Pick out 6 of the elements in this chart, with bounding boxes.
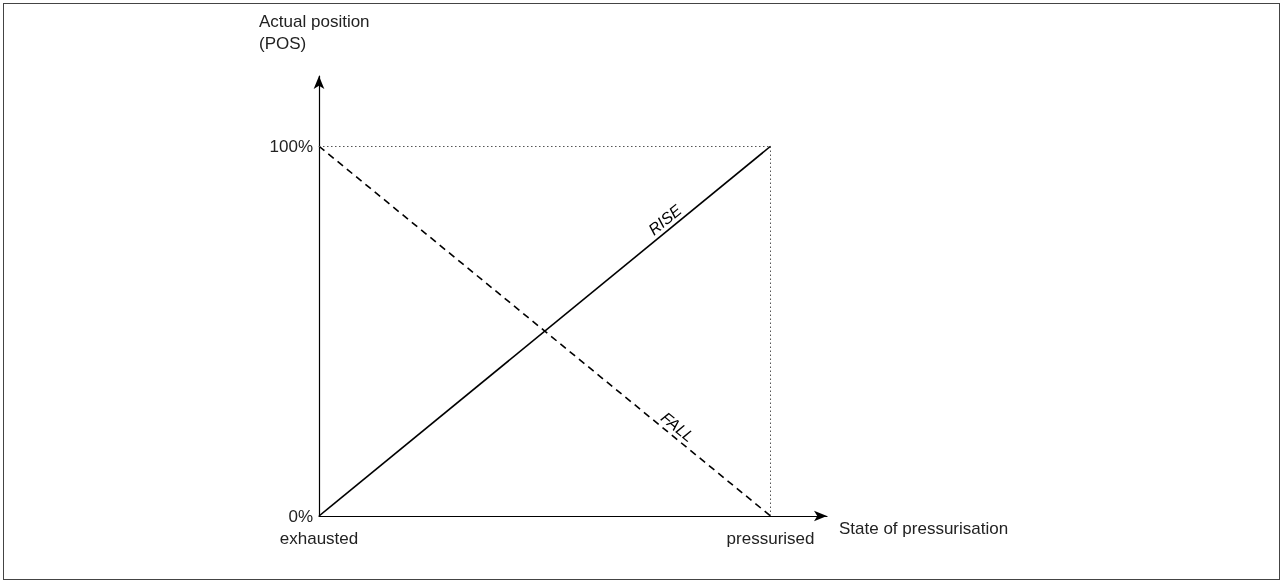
x-axis-title: State of pressurisation <box>839 518 1009 538</box>
y-tick-label: 0% <box>288 506 313 526</box>
y-tick-label: 100% <box>269 136 313 156</box>
y-axis-title: Actual position (POS) <box>259 11 370 53</box>
x-tick-label: exhausted <box>279 529 359 548</box>
x-tick-label: pressurised <box>726 529 815 548</box>
